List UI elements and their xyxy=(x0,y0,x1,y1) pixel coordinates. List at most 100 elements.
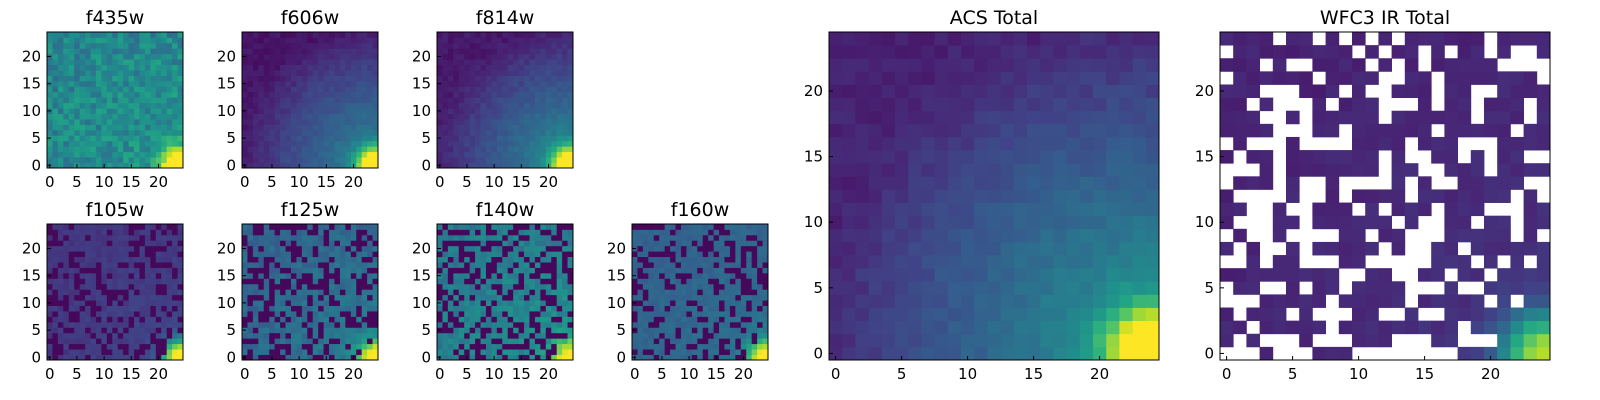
heatmap-cell xyxy=(280,37,286,44)
heatmap-cell xyxy=(469,80,476,87)
heatmap-cell xyxy=(507,124,514,131)
heatmap-cell xyxy=(155,146,162,153)
heatmap-cell xyxy=(507,119,514,125)
heatmap-cell xyxy=(155,338,162,345)
heatmap-cell xyxy=(285,343,292,350)
heatmap-cell xyxy=(475,70,481,76)
heatmap-cell xyxy=(356,91,363,98)
heatmap-cell xyxy=(551,305,558,312)
heatmap-cell xyxy=(691,294,698,301)
heatmap-cell xyxy=(740,300,747,306)
heatmap-cell xyxy=(95,272,102,279)
heatmap-cell xyxy=(475,32,481,38)
heatmap-cell xyxy=(247,229,254,236)
plot-frame xyxy=(436,31,574,169)
heatmap-cell xyxy=(491,283,498,290)
heatmap-cell xyxy=(166,80,173,87)
heatmap-cell xyxy=(68,108,75,114)
heatmap-cell xyxy=(134,327,140,334)
heatmap-cell xyxy=(101,224,108,230)
heatmap-cell xyxy=(47,70,53,76)
heatmap-cell xyxy=(556,157,563,163)
heatmap-cell xyxy=(491,91,498,98)
heatmap-cell xyxy=(139,157,146,163)
heatmap-cell xyxy=(79,140,86,147)
heatmap-cell xyxy=(350,108,357,114)
heatmap-cell xyxy=(139,37,146,44)
heatmap-cell xyxy=(556,162,563,169)
heatmap-cell xyxy=(166,316,173,323)
heatmap-cell xyxy=(442,229,449,236)
heatmap-cell xyxy=(361,294,368,301)
heatmap-cell xyxy=(74,349,81,355)
heatmap-cell xyxy=(485,332,492,339)
heatmap-cell xyxy=(350,272,357,279)
heatmap-cell xyxy=(1053,294,1067,308)
heatmap-cell xyxy=(653,251,660,258)
heatmap-cell xyxy=(79,124,86,131)
heatmap-cell xyxy=(301,321,308,328)
heatmap-cell xyxy=(496,343,503,350)
heatmap-cell xyxy=(139,124,146,131)
heatmap-cell xyxy=(642,256,649,263)
heatmap-cell xyxy=(57,338,64,345)
heatmap-cell xyxy=(524,305,530,312)
heatmap-cell xyxy=(372,294,379,301)
heatmap-cell xyxy=(507,316,514,323)
heatmap-cell xyxy=(112,70,119,76)
heatmap-cell xyxy=(247,305,254,312)
heatmap-cell xyxy=(447,338,454,345)
heatmap-cell xyxy=(469,283,476,290)
heatmap-cell xyxy=(318,135,324,142)
heatmap-cell xyxy=(491,262,498,268)
heatmap-cell xyxy=(334,321,341,328)
heatmap-cell xyxy=(540,70,547,76)
heatmap-cell xyxy=(285,251,292,258)
heatmap-cell xyxy=(496,75,503,82)
heatmap-cell xyxy=(339,267,346,274)
heatmap-cell xyxy=(534,354,541,361)
heatmap-cell xyxy=(307,80,314,87)
heatmap-cell xyxy=(680,251,687,258)
heatmap-cell xyxy=(280,129,286,136)
heatmap-cell xyxy=(47,234,53,241)
heatmap-cell xyxy=(947,333,962,348)
heatmap-cell xyxy=(562,42,568,49)
heatmap-cell xyxy=(166,311,173,317)
heatmap-cell xyxy=(139,135,146,142)
heatmap-cell xyxy=(144,327,151,334)
heatmap-cell xyxy=(172,316,178,323)
heatmap-cell xyxy=(491,245,498,252)
heatmap-cell xyxy=(280,240,286,247)
heatmap-cell xyxy=(735,245,742,252)
heatmap-cell xyxy=(285,283,292,290)
heatmap-cell xyxy=(301,294,308,301)
heatmap-cell xyxy=(513,102,519,109)
heatmap-cell xyxy=(464,151,471,158)
heatmap-cell xyxy=(437,294,443,301)
heatmap-cell xyxy=(101,140,108,147)
heatmap-cell xyxy=(1145,333,1160,348)
heatmap-cell xyxy=(112,37,119,44)
heatmap-cell xyxy=(1145,294,1160,308)
heatmap-cell xyxy=(150,86,157,93)
heatmap-cell xyxy=(367,162,373,169)
heatmap-cell xyxy=(556,343,563,350)
heatmap-cell xyxy=(534,256,541,263)
heatmap-cell xyxy=(921,346,935,361)
heatmap-cell xyxy=(74,321,81,328)
heatmap-cell xyxy=(708,349,714,355)
heatmap-cell xyxy=(757,283,763,290)
heatmap-cell xyxy=(437,251,443,258)
heatmap-cell xyxy=(356,294,363,301)
heatmap-cell xyxy=(469,224,476,230)
heatmap-cell xyxy=(453,42,460,49)
heatmap-cell xyxy=(762,316,769,323)
heatmap-cell xyxy=(458,354,465,361)
heatmap-cell xyxy=(708,327,714,334)
heatmap-cell xyxy=(518,256,525,263)
heatmap-cell xyxy=(1145,228,1160,243)
heatmap-cell xyxy=(447,332,454,339)
heatmap-cell xyxy=(68,240,75,247)
heatmap-cell xyxy=(90,349,97,355)
